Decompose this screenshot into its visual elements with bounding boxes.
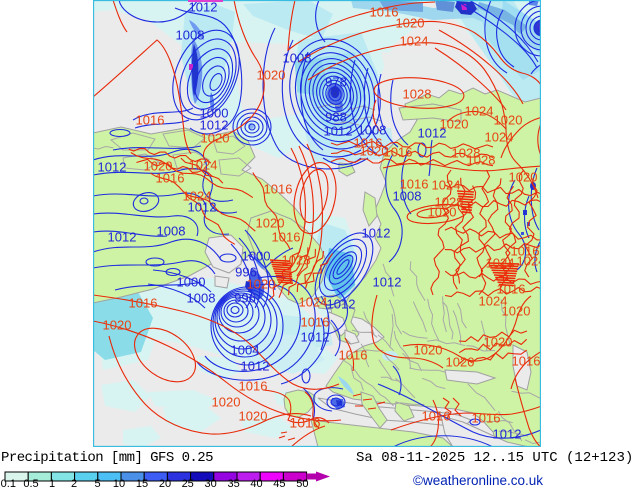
svg-text:1028: 1028 (452, 146, 481, 161)
svg-text:1016: 1016 (422, 409, 451, 424)
svg-text:1016: 1016 (400, 177, 429, 192)
svg-text:1024: 1024 (183, 189, 212, 204)
svg-text:1016: 1016 (301, 315, 330, 330)
svg-text:1012: 1012 (301, 330, 330, 345)
svg-text:1000: 1000 (200, 106, 229, 121)
svg-text:1020: 1020 (239, 409, 268, 424)
svg-text:1016: 1016 (354, 136, 383, 151)
svg-text:1012: 1012 (241, 359, 270, 374)
svg-text:1008: 1008 (187, 291, 216, 306)
svg-text:1016: 1016 (239, 379, 268, 394)
svg-text:1008: 1008 (176, 28, 205, 43)
svg-text:1020: 1020 (414, 343, 443, 358)
svg-text:1024: 1024 (400, 34, 429, 49)
svg-text:1016: 1016 (511, 244, 540, 259)
svg-text:1024: 1024 (299, 295, 328, 310)
svg-text:1012: 1012 (189, 0, 218, 15)
svg-text:1016: 1016 (384, 145, 413, 160)
svg-text:1020: 1020 (144, 159, 173, 174)
svg-text:1020: 1020 (212, 395, 241, 410)
svg-text:1024: 1024 (517, 254, 541, 269)
svg-text:1024: 1024 (465, 104, 494, 119)
svg-text:1020: 1020 (484, 335, 513, 350)
svg-text:1016: 1016 (272, 230, 301, 245)
svg-text:1016: 1016 (136, 113, 165, 128)
svg-text:1020: 1020 (509, 170, 538, 185)
svg-text:1020: 1020 (428, 205, 457, 220)
svg-text:1012: 1012 (373, 275, 402, 290)
svg-text:1008: 1008 (283, 51, 312, 66)
svg-text:1012: 1012 (108, 230, 137, 245)
svg-text:1020: 1020 (440, 117, 469, 132)
svg-text:1000: 1000 (177, 275, 206, 290)
svg-text:1020: 1020 (360, 144, 389, 159)
svg-text:1012: 1012 (418, 126, 447, 141)
svg-text:1024: 1024 (485, 130, 514, 145)
svg-text:1012: 1012 (188, 200, 217, 215)
svg-text:1012: 1012 (362, 226, 391, 241)
svg-text:1020: 1020 (201, 131, 230, 146)
svg-text:1028: 1028 (403, 87, 432, 102)
svg-text:1004: 1004 (231, 343, 260, 358)
svg-text:1012: 1012 (493, 427, 522, 442)
svg-text:1016: 1016 (339, 348, 368, 363)
svg-text:1020: 1020 (446, 355, 475, 370)
svg-text:1016: 1016 (289, 415, 320, 431)
svg-text:1028: 1028 (467, 153, 496, 168)
svg-text:1016: 1016 (156, 171, 185, 186)
svg-text:1020: 1020 (247, 277, 276, 292)
svg-text:1008: 1008 (358, 123, 387, 138)
svg-text:1000: 1000 (242, 249, 271, 264)
svg-text:1020: 1020 (257, 68, 286, 83)
svg-text:978: 978 (325, 75, 347, 90)
svg-text:1008: 1008 (393, 189, 422, 204)
svg-text:1012: 1012 (324, 124, 353, 139)
svg-text:988: 988 (325, 110, 347, 125)
svg-text:1016: 1016 (472, 411, 501, 426)
svg-text:1016: 1016 (129, 296, 158, 311)
svg-text:996: 996 (235, 265, 257, 280)
svg-text:1024: 1024 (189, 158, 218, 173)
svg-text:996: 996 (234, 291, 256, 306)
svg-text:1016: 1016 (497, 282, 526, 297)
svg-text:1008: 1008 (157, 224, 186, 239)
svg-text:1012: 1012 (327, 297, 356, 312)
svg-text:1016: 1016 (264, 182, 293, 197)
svg-text:1020: 1020 (494, 113, 523, 128)
svg-text:1016: 1016 (370, 5, 399, 20)
svg-text:1016: 1016 (512, 354, 541, 369)
svg-text:1028: 1028 (435, 195, 464, 210)
svg-text:1028: 1028 (282, 253, 311, 268)
svg-text:1024: 1024 (486, 256, 515, 271)
svg-text:1012: 1012 (98, 160, 127, 175)
svg-text:1024: 1024 (432, 178, 461, 193)
svg-text:1020: 1020 (396, 16, 425, 31)
svg-text:1020: 1020 (502, 304, 531, 319)
svg-text:1020: 1020 (256, 216, 285, 231)
svg-text:1024: 1024 (479, 294, 508, 309)
svg-text:1012: 1012 (200, 118, 229, 133)
svg-text:1020: 1020 (103, 318, 132, 333)
